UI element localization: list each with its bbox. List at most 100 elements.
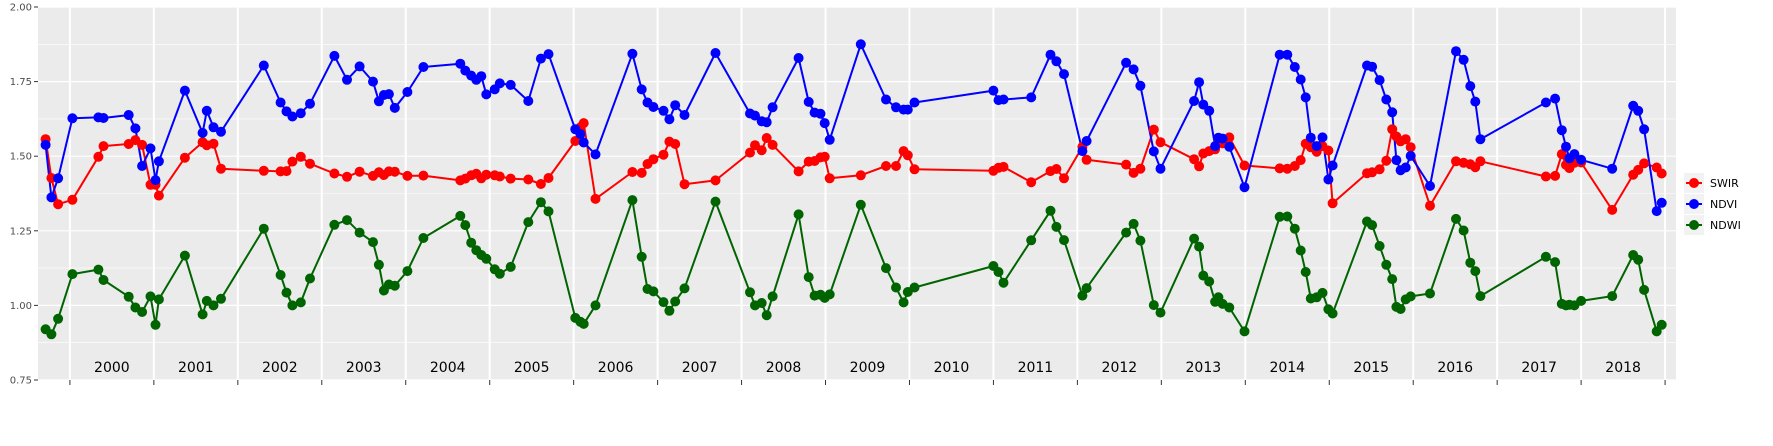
legend-label-ndwi: NDWI [1710,219,1741,232]
year-labels: 2000 2001 2002 2003 2004 2005 2006 2007 2008 2009… [69,360,1666,385]
data-point-swir [1239,160,1250,171]
data-point-swir [909,164,920,175]
data-point-ndwi [1300,267,1311,277]
data-point-ndvi [658,105,669,116]
data-point-swir [1550,170,1561,181]
data-point-ndwi [993,267,1004,277]
data-point-ndvi [1135,80,1146,91]
data-point-ndvi [1282,49,1293,60]
data-point-ndvi [383,89,394,100]
data-point-ndwi [1367,220,1378,231]
data-point-ndwi [1656,319,1667,330]
data-point-ndvi [1465,81,1476,92]
data-point-swir [1189,154,1200,165]
data-point-ndvi [1405,150,1416,161]
year-label: 2006 [598,360,634,376]
data-point-ndvi [1081,136,1092,146]
year-label: 2008 [766,360,802,376]
data-point-swir [1405,142,1416,153]
data-point-ndwi [710,196,721,207]
data-point-ndvi [1317,132,1328,143]
data-point-ndvi [197,127,208,138]
data-point-ndwi [1317,287,1328,298]
data-point-ndwi [1425,288,1435,299]
data-point-swir [329,168,340,179]
data-point-ndvi [1556,125,1567,136]
data-point-ndvi [1051,56,1062,67]
y-tick-label: 1.00 [10,301,32,312]
data-point-ndwi [1239,326,1250,337]
y-tick-label: 2.00 [10,3,32,14]
data-point-swir [305,158,315,169]
data-point-ndwi [354,227,365,238]
data-point-ndwi [342,215,352,226]
data-point-ndwi [98,275,109,285]
data-point-swir [578,118,589,129]
data-point-ndwi [153,294,164,305]
data-point-ndvi [1639,124,1650,135]
data-point-ndwi [281,287,292,298]
data-point-ndvi [761,117,772,128]
data-point-swir [1155,137,1166,148]
data-point-ndvi [578,137,589,148]
data-point-ndwi [1465,257,1476,268]
data-point-swir [53,199,64,210]
data-point-swir [570,136,581,146]
year-label: 2004 [430,360,466,376]
data-point-ndwi [1295,245,1306,256]
data-point-swir [590,193,601,204]
data-point-ndwi [1274,211,1285,222]
data-point-ndwi [535,197,546,208]
data-point-swir [1051,164,1062,174]
data-point-ndwi [745,287,755,298]
data-point-ndvi [815,108,826,119]
data-point-swir [1556,149,1567,160]
data-point-ndwi [1081,283,1092,294]
data-point-swir [418,170,429,181]
data-point-swir [891,161,901,171]
data-point-ndwi [793,209,804,220]
data-point-swir [1135,163,1146,174]
data-point-swir [1327,198,1338,209]
data-point-ndwi [494,268,505,279]
data-point-swir [179,152,190,163]
data-point-swir [258,165,269,176]
data-point-ndvi [1198,99,1209,110]
year-label: 2001 [178,360,214,376]
data-point-ndvi [329,50,340,61]
data-point-ndvi [1295,74,1306,85]
data-point-ndvi [1148,146,1159,157]
data-point-ndvi [150,175,161,186]
data-point-swir [543,173,554,183]
data-point-swir [389,166,400,177]
data-point-ndwi [664,305,675,316]
data-point-swir [342,171,352,182]
data-point-ndvi [1569,149,1580,160]
year-label: 2003 [346,360,382,376]
data-point-ndwi [1327,308,1338,319]
data-point-ndvi [1311,141,1322,152]
year-label: 2012 [1102,360,1138,376]
data-point-ndvi [1026,92,1037,103]
data-point-ndwi [275,270,286,280]
data-point-ndvi [767,102,778,113]
data-point-ndvi [1656,197,1667,208]
data-point-swir [902,150,913,161]
data-point-swir [824,173,835,184]
y-tick-label: 1.50 [10,152,32,163]
data-point-ndwi [208,300,219,311]
data-point-ndwi [578,318,589,329]
data-point-ndwi [1224,302,1235,313]
data-point-ndvi [179,85,190,96]
data-point-ndwi [137,307,148,317]
data-point-ndvi [342,74,352,85]
legend-key-swir [1689,178,1699,188]
data-point-swir [761,133,772,143]
data-point-ndvi [1470,96,1481,107]
data-point-ndvi [523,96,534,106]
data-point-ndvi [998,94,1009,105]
data-point-ndwi [1155,307,1166,318]
year-label: 2010 [934,360,970,376]
data-point-ndwi [460,220,471,231]
data-point-ndwi [123,291,134,302]
